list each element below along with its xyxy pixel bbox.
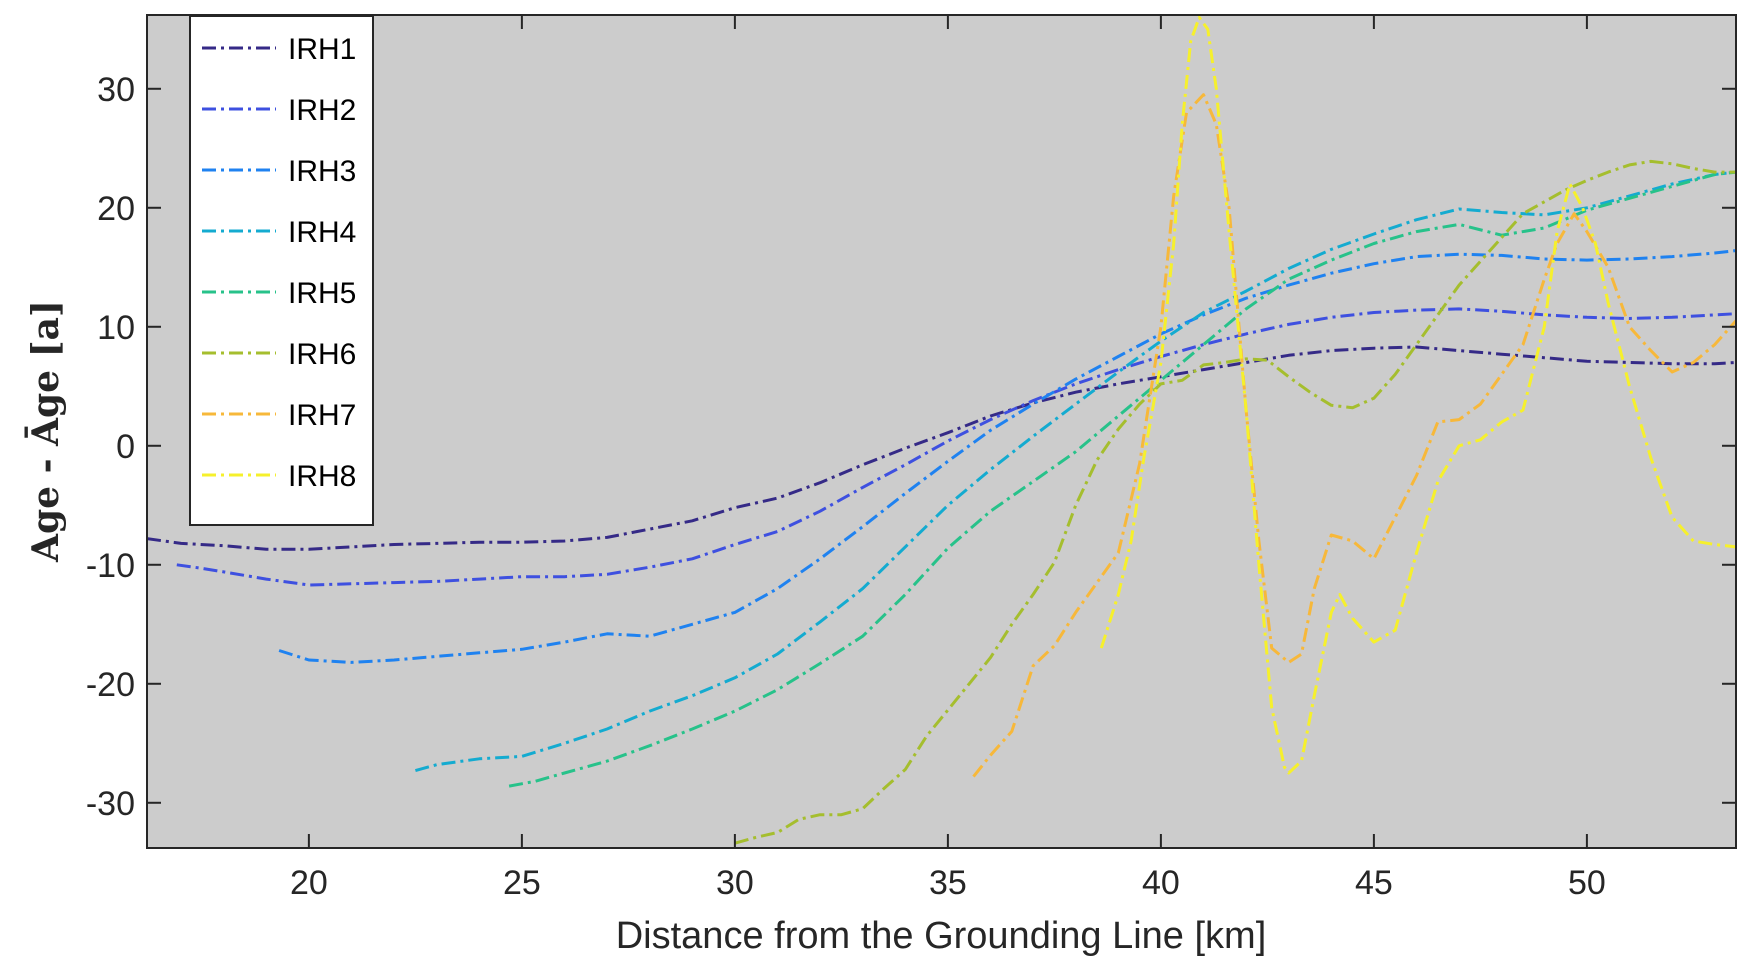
series-line-irh6: [734, 159, 1736, 845]
x-tick-label: 45: [1355, 864, 1393, 902]
x-tick-label: 50: [1568, 864, 1606, 902]
plot-area: [147, 15, 1736, 848]
x-tick-label: 20: [290, 864, 328, 902]
y-axis-label: Age - Āge [a]: [25, 300, 67, 563]
x-axis-label: Distance from the Grounding Line [km]: [616, 915, 1267, 957]
plot-frame: [146, 14, 1737, 849]
series-line-irh2: [176, 307, 1736, 587]
series-line-irh7: [972, 93, 1736, 778]
y-tick-label: 0: [116, 428, 135, 466]
legend-label-irh6: IRH6: [288, 338, 356, 371]
x-tick-label: 35: [929, 864, 967, 902]
series-layer: [147, 15, 1736, 845]
y-tick-label: -10: [86, 547, 135, 585]
legend-label-irh8: IRH8: [288, 460, 356, 493]
legend-label-irh7: IRH7: [288, 399, 356, 432]
legend-box: [189, 15, 374, 526]
y-tick-label: 10: [97, 309, 135, 347]
x-tick-label: 30: [716, 864, 754, 902]
y-tick-label: 20: [97, 190, 135, 228]
legend-label-irh4: IRH4: [288, 216, 356, 249]
ticks-layer: 20 25 30 35 40 45 50 -30 -20 -10 0 10 20 30: [86, 15, 1736, 902]
series-line-irh3: [278, 249, 1736, 664]
legend: IRH1 IRH2 IRH3 IRH4 IRH5 IRH6 IRH7 IRH8: [189, 15, 374, 526]
series-line-irh8: [1099, 15, 1736, 775]
legend-label-irh1: IRH1: [288, 33, 356, 66]
series-line-irh4: [414, 170, 1736, 773]
y-tick-label: -30: [86, 785, 135, 823]
series-line-irh5: [508, 170, 1736, 788]
x-tick-label: 40: [1142, 864, 1180, 902]
legend-label-irh3: IRH3: [288, 155, 356, 188]
y-tick-label: 30: [97, 71, 135, 109]
x-tick-label: 25: [503, 864, 541, 902]
legend-label-irh2: IRH2: [288, 94, 356, 127]
legend-label-irh5: IRH5: [288, 277, 356, 310]
series-line-irh1: [147, 345, 1736, 551]
y-tick-label: -20: [86, 666, 135, 704]
